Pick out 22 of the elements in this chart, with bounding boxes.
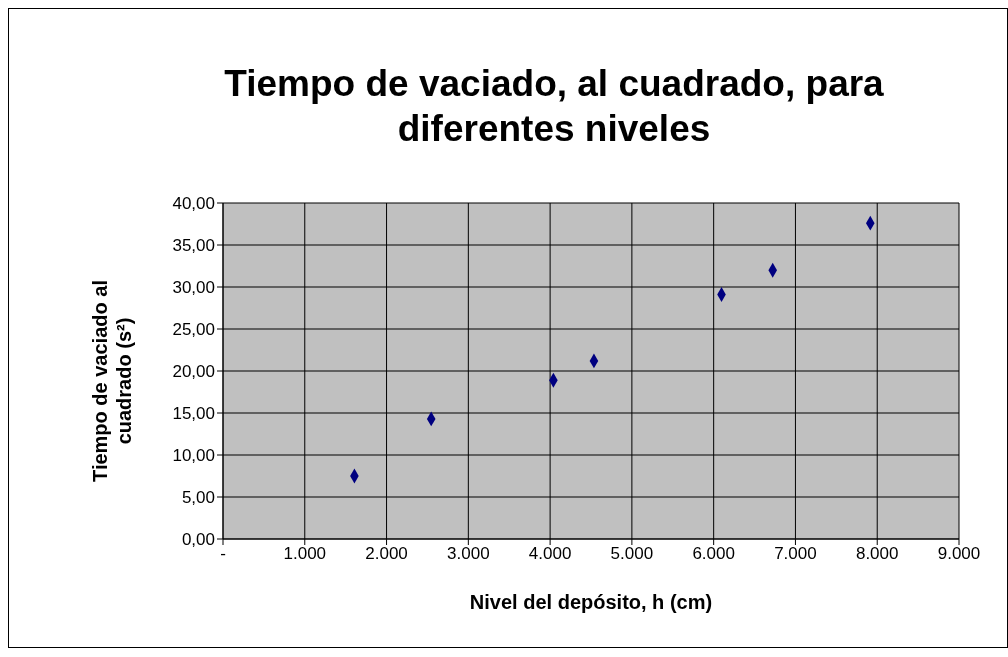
y-tick-label: 30,00 bbox=[172, 278, 215, 298]
y-tick-label: 10,00 bbox=[172, 446, 215, 466]
x-axis-title: Nivel del depósito, h (cm) bbox=[469, 591, 713, 613]
y-tick-label: 20,00 bbox=[172, 362, 215, 382]
x-tick-label: 1.000 bbox=[283, 544, 327, 564]
x-tick-label: 4.000 bbox=[528, 544, 572, 564]
y-tick-label: 0,00 bbox=[181, 530, 215, 550]
x-tick-label: - bbox=[220, 544, 226, 564]
x-tick-label: 9.000 bbox=[937, 544, 981, 564]
x-tick-label: 7.000 bbox=[774, 544, 817, 564]
x-tick-label: 8.000 bbox=[855, 544, 899, 564]
x-tick-label: 3.000 bbox=[447, 544, 490, 564]
y-axis-title: Tiempo de vaciado al cuadrado (s²) bbox=[88, 279, 136, 484]
x-tick-label: 2.000 bbox=[365, 544, 408, 564]
x-tick-label: 6.000 bbox=[692, 544, 735, 564]
x-tick-label: 5.000 bbox=[610, 544, 654, 564]
chart-title: Tiempo de vaciado, al cuadrado, para diferentes niveles bbox=[223, 62, 885, 151]
y-tick-label: 25,00 bbox=[172, 320, 215, 340]
y-tick-label: 35,00 bbox=[172, 236, 215, 256]
y-tick-label: 15,00 bbox=[172, 404, 215, 424]
y-tick-label: 5,00 bbox=[181, 488, 215, 508]
y-tick-label: 40,00 bbox=[172, 194, 215, 214]
